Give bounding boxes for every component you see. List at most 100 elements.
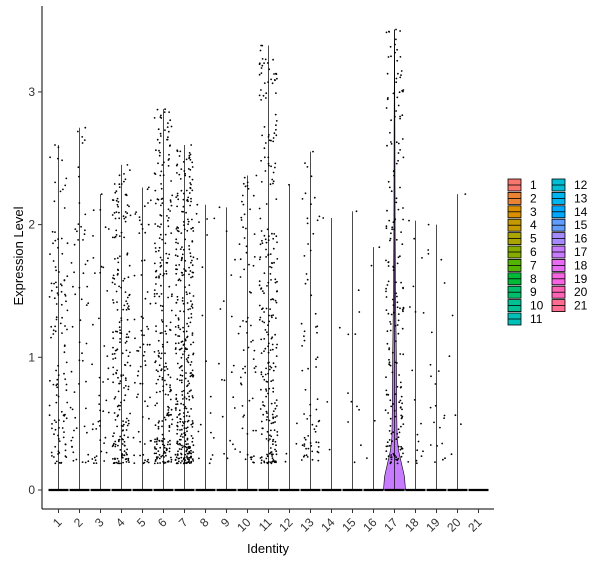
point (191, 373, 194, 376)
point (304, 388, 307, 391)
point (389, 425, 392, 427)
point (275, 317, 277, 319)
point (275, 73, 278, 75)
point (209, 412, 212, 414)
point (427, 249, 430, 251)
point (354, 333, 357, 335)
point (161, 378, 164, 381)
point (267, 324, 269, 327)
point (378, 246, 381, 249)
point (159, 462, 162, 464)
y-tick-label: 1 (28, 350, 35, 364)
point (166, 368, 169, 370)
point (192, 295, 195, 297)
point (400, 386, 402, 388)
point (385, 287, 387, 290)
point (272, 140, 275, 143)
point (185, 189, 188, 192)
point (155, 250, 157, 253)
point (177, 317, 180, 319)
point (176, 432, 179, 435)
point (117, 444, 119, 447)
point (64, 455, 67, 457)
point (190, 343, 192, 346)
point (86, 285, 89, 288)
point (166, 341, 169, 344)
point (116, 203, 119, 206)
point (66, 309, 69, 312)
point (162, 385, 165, 388)
point (102, 410, 105, 413)
point (121, 454, 123, 457)
point (159, 262, 162, 264)
point (275, 120, 278, 122)
point (265, 256, 267, 258)
point (244, 458, 247, 461)
point (262, 413, 265, 416)
point (136, 396, 138, 398)
point (111, 281, 114, 284)
point (430, 375, 432, 378)
point (123, 364, 126, 366)
point (147, 223, 150, 226)
point (246, 332, 248, 334)
point (182, 221, 185, 223)
legend-label-20: 20 (574, 285, 588, 299)
point (267, 372, 269, 375)
point (392, 452, 395, 455)
point (270, 435, 273, 438)
point (386, 209, 388, 212)
point (388, 430, 391, 432)
point (175, 238, 178, 241)
point (177, 242, 179, 245)
point (247, 187, 250, 190)
point (188, 395, 191, 398)
point (399, 76, 402, 79)
point (189, 182, 192, 184)
point (185, 446, 188, 449)
point (267, 342, 270, 345)
point (169, 384, 172, 386)
point (272, 390, 275, 393)
point (183, 389, 185, 392)
point (189, 153, 192, 156)
point (276, 431, 279, 433)
point (250, 324, 252, 327)
point (392, 431, 394, 434)
point (272, 137, 275, 139)
point (84, 263, 87, 266)
point (118, 235, 121, 238)
point (164, 129, 166, 132)
point (255, 429, 257, 432)
point (148, 343, 151, 346)
point (124, 211, 127, 213)
point (116, 425, 118, 428)
point (306, 278, 309, 281)
point (139, 454, 142, 457)
point (397, 152, 400, 154)
point (100, 450, 103, 453)
point (239, 276, 242, 278)
point (206, 234, 209, 236)
point (167, 208, 170, 211)
point (120, 462, 122, 465)
point (119, 435, 122, 438)
point (306, 456, 309, 458)
point (184, 286, 186, 288)
legend-label-6: 6 (530, 245, 537, 259)
point (272, 438, 275, 441)
point (177, 318, 180, 321)
point (393, 454, 396, 457)
point (303, 413, 305, 415)
point (303, 339, 306, 342)
point (106, 290, 109, 292)
point (157, 421, 160, 424)
point (178, 155, 181, 157)
point (303, 255, 306, 257)
point (275, 128, 277, 131)
point (393, 169, 395, 172)
point (117, 439, 120, 441)
point (164, 108, 167, 111)
point (181, 297, 184, 299)
point (124, 291, 127, 293)
